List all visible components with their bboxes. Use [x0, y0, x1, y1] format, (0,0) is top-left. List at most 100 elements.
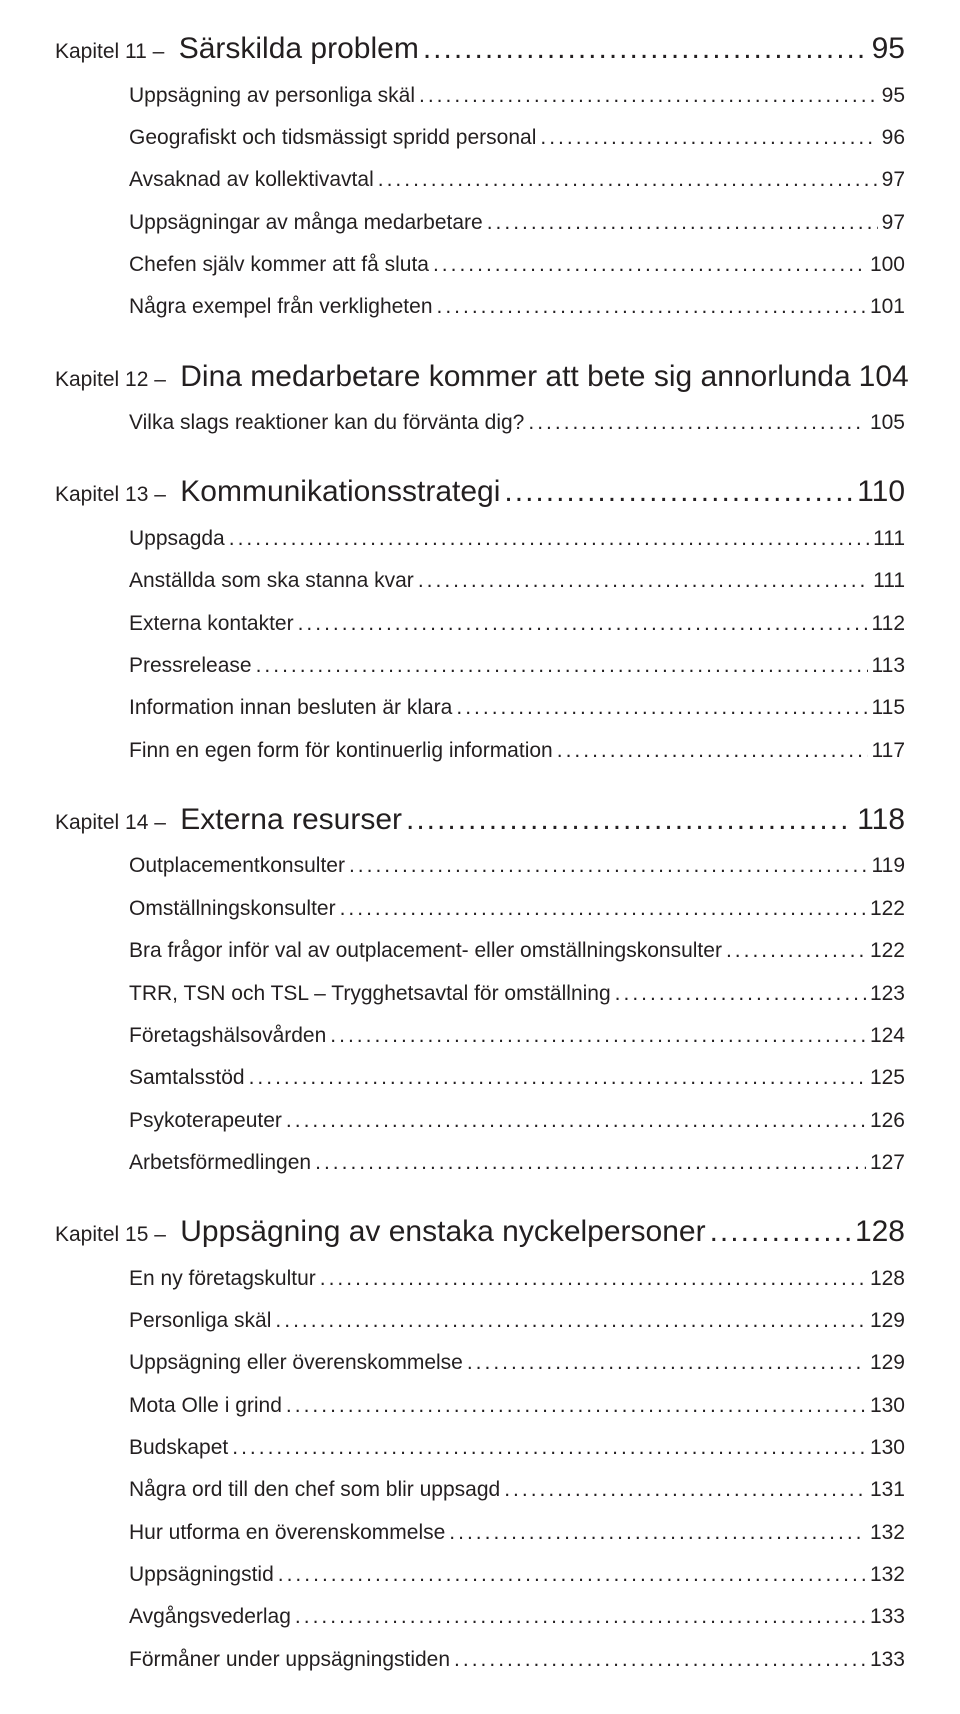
dot-leader — [557, 737, 868, 765]
section-label: Uppsägning eller överenskommelse — [129, 1349, 467, 1377]
chapter-prefix: Kapitel 13 – — [55, 483, 172, 506]
section-page: 119 — [868, 852, 905, 880]
section-label: Avgångsvederlag — [129, 1603, 295, 1631]
section-row: Några ord till den chef som blir uppsagd… — [55, 1476, 905, 1504]
chapter-page: 118 — [853, 801, 905, 839]
dot-leader — [456, 694, 867, 722]
section-label: Outplacementkonsulter — [129, 852, 349, 880]
dot-leader — [315, 1149, 866, 1177]
section-label: TRR, TSN och TSL – Trygghetsavtal för om… — [129, 980, 615, 1008]
section-label: Uppsagda — [129, 525, 229, 553]
dot-leader — [295, 1603, 866, 1631]
section-page: 97 — [878, 209, 905, 237]
section-label: Hur utforma en överenskommelse — [129, 1519, 449, 1547]
section-row: Personliga skäl129 — [55, 1307, 905, 1335]
dot-leader — [229, 525, 869, 553]
chapter-prefix: Kapitel 15 – — [55, 1223, 172, 1246]
section-row: Chefen själv kommer att få sluta 100 — [55, 251, 905, 279]
dot-leader — [275, 1307, 866, 1335]
section-label: Företagshälsovården — [129, 1022, 330, 1050]
section-row: Information innan besluten är klara115 — [55, 694, 905, 722]
section-label: Pressrelease — [129, 652, 256, 680]
section-page: 111 — [869, 567, 905, 595]
section-page: 125 — [866, 1064, 905, 1092]
section-label: Vilka slags reaktioner kan du förvänta d… — [129, 409, 528, 437]
section-label: Psykoterapeuter — [129, 1107, 286, 1135]
section-page: 130 — [866, 1434, 905, 1462]
dot-leader — [710, 1213, 851, 1251]
section-label: Information innan besluten är klara — [129, 694, 456, 722]
chapter-page: 110 — [853, 473, 905, 511]
dot-leader — [298, 610, 868, 638]
section-row: TRR, TSN och TSL – Trygghetsavtal för om… — [55, 980, 905, 1008]
chapter-title: Externa resurser — [180, 803, 402, 836]
section-page: 105 — [866, 409, 905, 437]
section-row: Avgångsvederlag 133 — [55, 1603, 905, 1631]
chapter-label: Kapitel 11 – Särskilda problem — [55, 30, 423, 68]
chapter-row: Kapitel 11 – Särskilda problem 95 — [55, 30, 905, 68]
chapter-label: Kapitel 14 – Externa resurser — [55, 801, 406, 839]
section-label: Finn en egen form för kontinuerlig infor… — [129, 737, 557, 765]
section-page: 113 — [868, 652, 905, 680]
section-row: Omställningskonsulter122 — [55, 895, 905, 923]
section-row: Några exempel från verkligheten 101 — [55, 293, 905, 321]
section-row: Pressrelease 113 — [55, 652, 905, 680]
chapter-row: Kapitel 15 – Uppsägning av enstaka nycke… — [55, 1213, 905, 1251]
chapter-row: Kapitel 12 – Dina medarbetare kommer att… — [55, 358, 905, 396]
chapter-prefix: Kapitel 14 – — [55, 811, 172, 834]
section-row: Uppsägning av personliga skäl95 — [55, 82, 905, 110]
section-label: En ny företagskultur — [129, 1265, 320, 1293]
dot-leader — [540, 124, 877, 152]
section-row: Budskapet 130 — [55, 1434, 905, 1462]
section-page: 97 — [878, 166, 905, 194]
section-row: Arbetsförmedlingen127 — [55, 1149, 905, 1177]
section-page: 127 — [866, 1149, 905, 1177]
dot-leader — [286, 1107, 866, 1135]
dot-leader — [504, 473, 853, 511]
dot-leader — [487, 209, 878, 237]
dot-leader — [423, 30, 868, 68]
section-page: 122 — [866, 937, 905, 965]
section-label: Några exempel från verkligheten — [129, 293, 437, 321]
dot-leader — [726, 937, 866, 965]
section-row: Mota Olle i grind130 — [55, 1392, 905, 1420]
section-row: Geografiskt och tidsmässigt spridd perso… — [55, 124, 905, 152]
chapter-page: 95 — [868, 30, 905, 68]
dot-leader — [278, 1561, 866, 1589]
section-row: En ny företagskultur128 — [55, 1265, 905, 1293]
section-page: 100 — [866, 251, 905, 279]
section-label: Personliga skäl — [129, 1307, 275, 1335]
section-label: Uppsägning av personliga skäl — [129, 82, 419, 110]
chapter-label: Kapitel 12 – Dina medarbetare kommer att… — [55, 358, 855, 396]
dot-leader — [256, 652, 868, 680]
dot-leader — [454, 1646, 866, 1674]
chapter-row: Kapitel 14 – Externa resurser 118 — [55, 801, 905, 839]
section-label: Anställda som ska stanna kvar — [129, 567, 418, 595]
chapter-title: Uppsägning av enstaka nyckelpersoner — [180, 1215, 705, 1248]
section-row: Psykoterapeuter 126 — [55, 1107, 905, 1135]
section-row: Uppsagda111 — [55, 525, 905, 553]
section-label: Externa kontakter — [129, 610, 298, 638]
section-row: Avsaknad av kollektivavtal 97 — [55, 166, 905, 194]
chapter-prefix: Kapitel 12 – — [55, 368, 172, 391]
chapter-label: Kapitel 15 – Uppsägning av enstaka nycke… — [55, 1213, 710, 1251]
dot-leader — [330, 1022, 866, 1050]
section-row: Samtalsstöd125 — [55, 1064, 905, 1092]
dot-leader — [449, 1519, 866, 1547]
section-row: Uppsägning eller överenskommelse129 — [55, 1349, 905, 1377]
section-row: Vilka slags reaktioner kan du förvänta d… — [55, 409, 905, 437]
section-label: Budskapet — [129, 1434, 232, 1462]
section-label: Avsaknad av kollektivavtal — [129, 166, 378, 194]
section-page: 133 — [866, 1603, 905, 1631]
section-label: Chefen själv kommer att få sluta — [129, 251, 433, 279]
section-page: 117 — [868, 737, 905, 765]
section-page: 96 — [878, 124, 905, 152]
section-row: Uppsägningstid132 — [55, 1561, 905, 1589]
section-page: 133 — [866, 1646, 905, 1674]
chapter-page: 104 — [855, 358, 909, 396]
dot-leader — [437, 293, 866, 321]
section-page: 126 — [866, 1107, 905, 1135]
chapter-title: Dina medarbetare kommer att bete sig ann… — [180, 360, 850, 393]
section-page: 101 — [866, 293, 905, 321]
chapter-title: Särskilda problem — [179, 32, 419, 65]
